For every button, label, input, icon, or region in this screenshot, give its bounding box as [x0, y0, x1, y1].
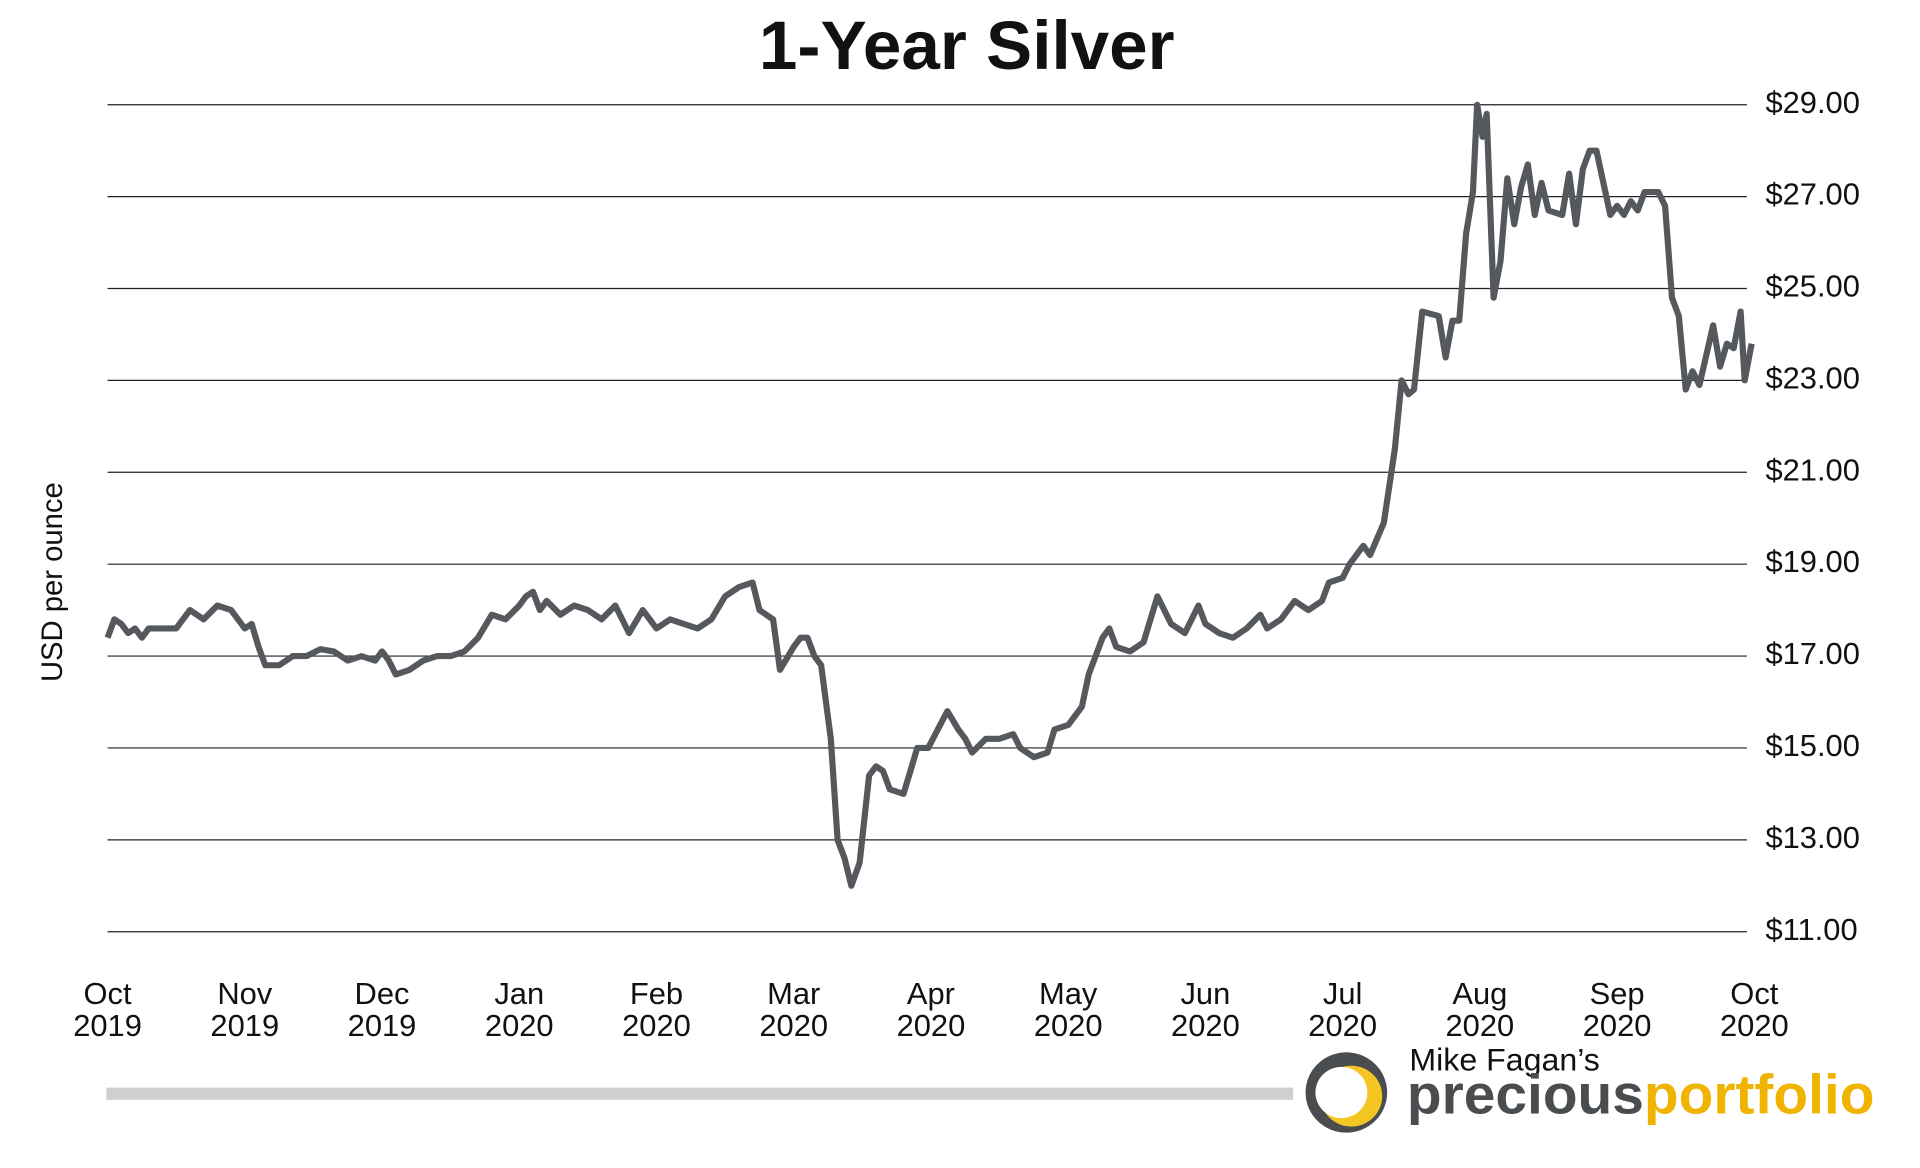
y-tick-label: $19.00 [1765, 545, 1859, 579]
y-tick-label: $15.00 [1765, 729, 1859, 763]
x-tick-label: Oct 2019 [73, 978, 142, 1043]
x-tick-label: Feb 2020 [622, 978, 691, 1043]
x-tick-label-line: 2020 [1583, 1009, 1652, 1043]
brand-name: preciousportfolio [1407, 1063, 1875, 1126]
brand-left: precious [1407, 1063, 1644, 1126]
footer-bar [106, 1087, 1294, 1100]
x-tick-label: Apr 2020 [897, 978, 966, 1043]
x-tick-label: Sep 2020 [1583, 978, 1652, 1043]
x-tick-label-line: 2019 [210, 1009, 279, 1043]
x-tick-label-line: 2020 [759, 1009, 828, 1043]
x-tick-label-line: Apr [907, 978, 955, 1012]
x-tick-label: Jul 2020 [1308, 978, 1377, 1043]
x-tick-label-line: Aug [1452, 978, 1507, 1012]
brand-right: portfolio [1644, 1063, 1875, 1126]
y-tick-label: $29.00 [1765, 86, 1859, 120]
x-tick-label-line: Dec [355, 978, 410, 1012]
x-tick-label: Oct 2020 [1720, 978, 1789, 1043]
x-tick-label-line: Jun [1181, 978, 1231, 1012]
x-tick-label-line: 2019 [73, 1009, 142, 1043]
brand-top: Mike Fagan’s [1409, 1042, 1599, 1078]
y-tick-label: $27.00 [1765, 178, 1859, 212]
x-tick-label-line: Mar [767, 978, 820, 1012]
logo [1305, 1052, 1388, 1133]
x-tick-label-line: 2020 [1446, 1009, 1515, 1043]
y-tick-label: $13.00 [1765, 821, 1859, 855]
y-tick-label: $25.00 [1765, 270, 1859, 304]
x-tick-label-line: 2020 [1171, 1009, 1240, 1043]
x-tick-label: Aug 2020 [1446, 978, 1515, 1043]
logo-center [1315, 1066, 1368, 1119]
x-tick-label-line: 2019 [348, 1009, 417, 1043]
x-tick-label: Dec 2019 [348, 978, 417, 1043]
x-tick-label: Jun 2020 [1171, 978, 1240, 1043]
x-tick-label-line: Feb [630, 978, 683, 1012]
chart-title: 1-Year Silver [759, 8, 1175, 84]
x-tick-label-line: May [1039, 978, 1098, 1012]
x-tick-label: Nov 2019 [210, 978, 279, 1043]
y-tick-label: $11.00 [1765, 913, 1857, 947]
y-tick-label: $23.00 [1765, 362, 1859, 396]
x-tick-label-line: Jul [1323, 978, 1362, 1012]
x-tick-label-line: 2020 [485, 1009, 554, 1043]
y-axis-label: USD per ounce [36, 482, 69, 682]
x-tick-label-line: Sep [1590, 978, 1645, 1012]
y-tick-label: $21.00 [1765, 454, 1859, 488]
y-tick-label: $17.00 [1765, 637, 1859, 671]
x-tick-label-line: Nov [217, 978, 273, 1012]
x-tick-label: Jan 2020 [485, 978, 554, 1043]
x-tick-label-line: 2020 [1308, 1009, 1377, 1043]
x-tick-label-line: 2020 [1034, 1009, 1103, 1043]
x-tick-label-line: Oct [84, 978, 133, 1012]
price-line [104, 101, 1755, 889]
x-tick-label: May 2020 [1034, 978, 1103, 1043]
x-tick-label-line: 2020 [622, 1009, 691, 1043]
x-tick-label-line: Oct [1730, 978, 1779, 1012]
x-tick-label-line: Jan [494, 978, 544, 1012]
x-tick-label: Mar 2020 [759, 978, 828, 1043]
x-tick-label-line: 2020 [897, 1009, 966, 1043]
x-tick-label-line: 2020 [1720, 1009, 1789, 1043]
